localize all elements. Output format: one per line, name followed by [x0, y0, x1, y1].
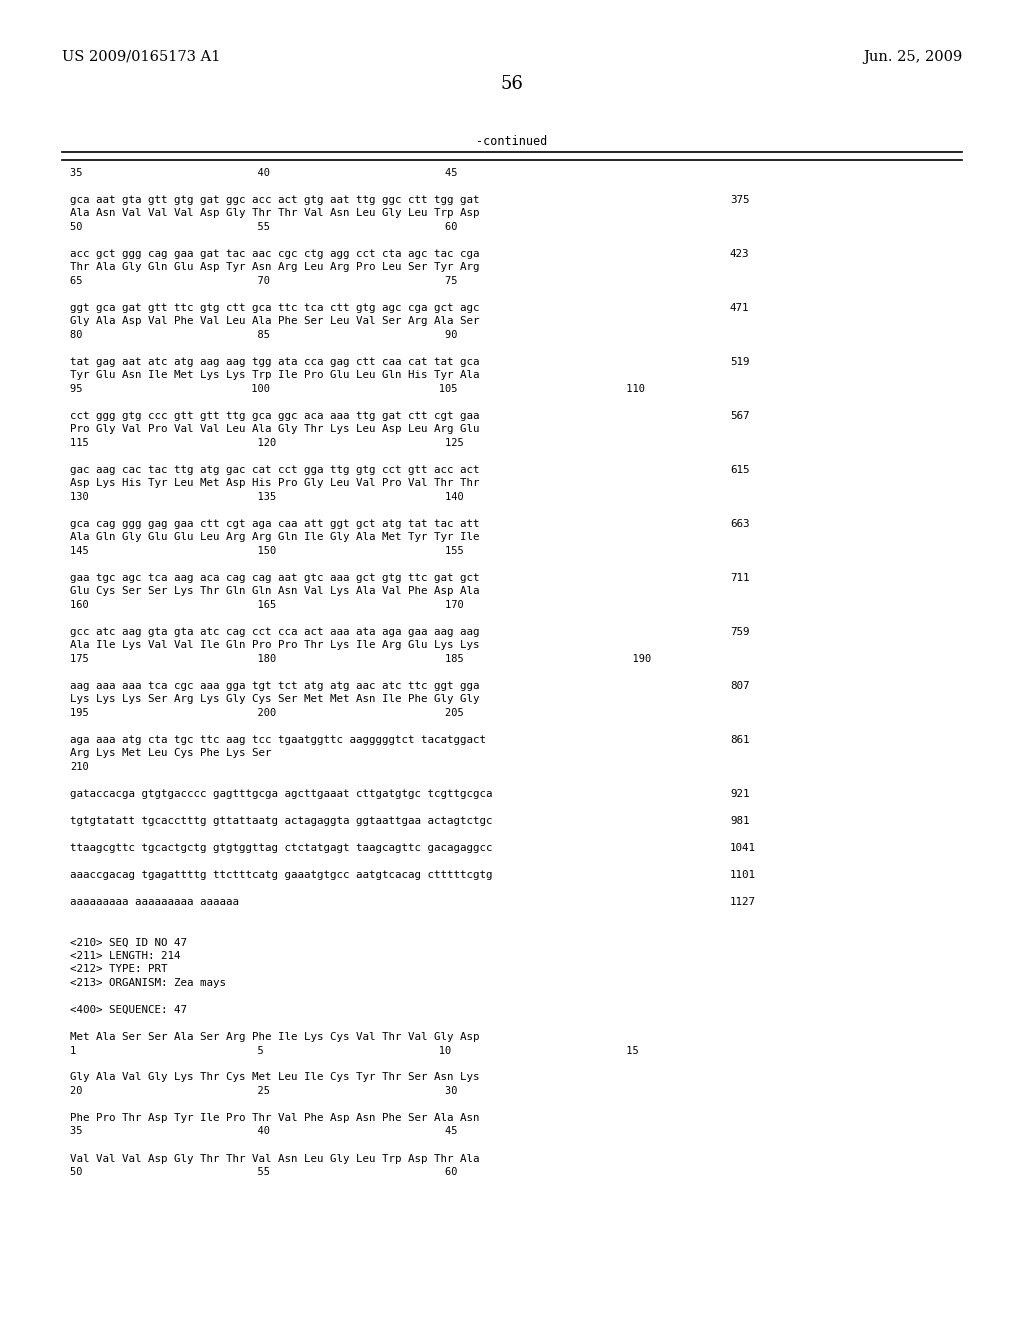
Text: 861: 861 — [730, 735, 750, 744]
Text: aga aaa atg cta tgc ttc aag tcc tgaatggttc aagggggtct tacatggact: aga aaa atg cta tgc ttc aag tcc tgaatggt… — [70, 735, 486, 744]
Text: aaaccgacag tgagattttg ttctttcatg gaaatgtgcc aatgtcacag ctttttcgtg: aaaccgacag tgagattttg ttctttcatg gaaatgt… — [70, 870, 493, 880]
Text: 50                            55                            60: 50 55 60 — [70, 222, 458, 232]
Text: 175                           180                           185                 : 175 180 185 — [70, 653, 651, 664]
Text: 35                            40                            45: 35 40 45 — [70, 168, 458, 178]
Text: 921: 921 — [730, 789, 750, 799]
Text: Met Ala Ser Ser Ala Ser Arg Phe Ile Lys Cys Val Thr Val Gly Asp: Met Ala Ser Ser Ala Ser Arg Phe Ile Lys … — [70, 1032, 479, 1041]
Text: Jun. 25, 2009: Jun. 25, 2009 — [863, 50, 962, 63]
Text: aag aaa aaa tca cgc aaa gga tgt tct atg atg aac atc ttc ggt gga: aag aaa aaa tca cgc aaa gga tgt tct atg … — [70, 681, 479, 690]
Text: 35                            40                            45: 35 40 45 — [70, 1126, 458, 1137]
Text: 145                           150                           155: 145 150 155 — [70, 546, 464, 556]
Text: Gly Ala Val Gly Lys Thr Cys Met Leu Ile Cys Tyr Thr Ser Asn Lys: Gly Ala Val Gly Lys Thr Cys Met Leu Ile … — [70, 1072, 479, 1082]
Text: 981: 981 — [730, 816, 750, 826]
Text: US 2009/0165173 A1: US 2009/0165173 A1 — [62, 50, 220, 63]
Text: Pro Gly Val Pro Val Val Leu Ala Gly Thr Lys Leu Asp Leu Arg Glu: Pro Gly Val Pro Val Val Leu Ala Gly Thr … — [70, 425, 479, 434]
Text: 423: 423 — [730, 249, 750, 259]
Text: Glu Cys Ser Ser Lys Thr Gln Gln Asn Val Lys Ala Val Phe Asp Ala: Glu Cys Ser Ser Lys Thr Gln Gln Asn Val … — [70, 586, 479, 597]
Text: Lys Lys Lys Ser Arg Lys Gly Cys Ser Met Met Asn Ile Phe Gly Gly: Lys Lys Lys Ser Arg Lys Gly Cys Ser Met … — [70, 694, 479, 705]
Text: 567: 567 — [730, 411, 750, 421]
Text: Arg Lys Met Leu Cys Phe Lys Ser: Arg Lys Met Leu Cys Phe Lys Ser — [70, 748, 271, 759]
Text: 519: 519 — [730, 356, 750, 367]
Text: ggt gca gat gtt ttc gtg ctt gca ttc tca ctt gtg agc cga gct agc: ggt gca gat gtt ttc gtg ctt gca ttc tca … — [70, 304, 479, 313]
Text: gca cag ggg gag gaa ctt cgt aga caa att ggt gct atg tat tac att: gca cag ggg gag gaa ctt cgt aga caa att … — [70, 519, 479, 529]
Text: Ala Asn Val Val Val Asp Gly Thr Thr Val Asn Leu Gly Leu Trp Asp: Ala Asn Val Val Val Asp Gly Thr Thr Val … — [70, 209, 479, 219]
Text: Phe Pro Thr Asp Tyr Ile Pro Thr Val Phe Asp Asn Phe Ser Ala Asn: Phe Pro Thr Asp Tyr Ile Pro Thr Val Phe … — [70, 1113, 479, 1123]
Text: ttaagcgttc tgcactgctg gtgtggttag ctctatgagt taagcagttc gacagaggcc: ttaagcgttc tgcactgctg gtgtggttag ctctatg… — [70, 843, 493, 853]
Text: 1                             5                            10                   : 1 5 10 — [70, 1045, 639, 1056]
Text: 115                           120                           125: 115 120 125 — [70, 438, 464, 447]
Text: Ala Ile Lys Val Val Ile Gln Pro Pro Thr Lys Ile Arg Glu Lys Lys: Ala Ile Lys Val Val Ile Gln Pro Pro Thr … — [70, 640, 479, 651]
Text: 195                           200                           205: 195 200 205 — [70, 708, 464, 718]
Text: gaa tgc agc tca aag aca cag cag aat gtc aaa gct gtg ttc gat gct: gaa tgc agc tca aag aca cag cag aat gtc … — [70, 573, 479, 583]
Text: <212> TYPE: PRT: <212> TYPE: PRT — [70, 965, 168, 974]
Text: aaaaaaaaa aaaaaaaaa aaaaaa: aaaaaaaaa aaaaaaaaa aaaaaa — [70, 898, 239, 907]
Text: <213> ORGANISM: Zea mays: <213> ORGANISM: Zea mays — [70, 978, 226, 987]
Text: <211> LENGTH: 214: <211> LENGTH: 214 — [70, 950, 180, 961]
Text: Asp Lys His Tyr Leu Met Asp His Pro Gly Leu Val Pro Val Thr Thr: Asp Lys His Tyr Leu Met Asp His Pro Gly … — [70, 479, 479, 488]
Text: -continued: -continued — [476, 135, 548, 148]
Text: 50                            55                            60: 50 55 60 — [70, 1167, 458, 1177]
Text: gcc atc aag gta gta atc cag cct cca act aaa ata aga gaa aag aag: gcc atc aag gta gta atc cag cct cca act … — [70, 627, 479, 638]
Text: Tyr Glu Asn Ile Met Lys Lys Trp Ile Pro Glu Leu Gln His Tyr Ala: Tyr Glu Asn Ile Met Lys Lys Trp Ile Pro … — [70, 371, 479, 380]
Text: 210: 210 — [70, 762, 89, 772]
Text: acc gct ggg cag gaa gat tac aac cgc ctg agg cct cta agc tac cga: acc gct ggg cag gaa gat tac aac cgc ctg … — [70, 249, 479, 259]
Text: 1101: 1101 — [730, 870, 756, 880]
Text: <400> SEQUENCE: 47: <400> SEQUENCE: 47 — [70, 1005, 187, 1015]
Text: 663: 663 — [730, 519, 750, 529]
Text: 711: 711 — [730, 573, 750, 583]
Text: tgtgtatatt tgcacctttg gttattaatg actagaggta ggtaattgaa actagtctgc: tgtgtatatt tgcacctttg gttattaatg actagag… — [70, 816, 493, 826]
Text: 65                            70                            75: 65 70 75 — [70, 276, 458, 286]
Text: gataccacga gtgtgacccc gagtttgcga agcttgaaat cttgatgtgc tcgttgcgca: gataccacga gtgtgacccc gagtttgcga agcttga… — [70, 789, 493, 799]
Text: Ala Gln Gly Glu Glu Leu Arg Arg Gln Ile Gly Ala Met Tyr Tyr Ile: Ala Gln Gly Glu Glu Leu Arg Arg Gln Ile … — [70, 532, 479, 543]
Text: 56: 56 — [501, 75, 523, 92]
Text: gca aat gta gtt gtg gat ggc acc act gtg aat ttg ggc ctt tgg gat: gca aat gta gtt gtg gat ggc acc act gtg … — [70, 195, 479, 205]
Text: 375: 375 — [730, 195, 750, 205]
Text: 160                           165                           170: 160 165 170 — [70, 601, 464, 610]
Text: tat gag aat atc atg aag aag tgg ata cca gag ctt caa cat tat gca: tat gag aat atc atg aag aag tgg ata cca … — [70, 356, 479, 367]
Text: 1127: 1127 — [730, 898, 756, 907]
Text: 615: 615 — [730, 465, 750, 475]
Text: 80                            85                            90: 80 85 90 — [70, 330, 458, 341]
Text: 95                           100                           105                  : 95 100 105 — [70, 384, 645, 393]
Text: 1041: 1041 — [730, 843, 756, 853]
Text: 130                           135                           140: 130 135 140 — [70, 492, 464, 502]
Text: 20                            25                            30: 20 25 30 — [70, 1086, 458, 1096]
Text: <210> SEQ ID NO 47: <210> SEQ ID NO 47 — [70, 937, 187, 948]
Text: Gly Ala Asp Val Phe Val Leu Ala Phe Ser Leu Val Ser Arg Ala Ser: Gly Ala Asp Val Phe Val Leu Ala Phe Ser … — [70, 317, 479, 326]
Text: 471: 471 — [730, 304, 750, 313]
Text: cct ggg gtg ccc gtt gtt ttg gca ggc aca aaa ttg gat ctt cgt gaa: cct ggg gtg ccc gtt gtt ttg gca ggc aca … — [70, 411, 479, 421]
Text: Val Val Val Asp Gly Thr Thr Val Asn Leu Gly Leu Trp Asp Thr Ala: Val Val Val Asp Gly Thr Thr Val Asn Leu … — [70, 1154, 479, 1163]
Text: 807: 807 — [730, 681, 750, 690]
Text: gac aag cac tac ttg atg gac cat cct gga ttg gtg cct gtt acc act: gac aag cac tac ttg atg gac cat cct gga … — [70, 465, 479, 475]
Text: 759: 759 — [730, 627, 750, 638]
Text: Thr Ala Gly Gln Glu Asp Tyr Asn Arg Leu Arg Pro Leu Ser Tyr Arg: Thr Ala Gly Gln Glu Asp Tyr Asn Arg Leu … — [70, 263, 479, 272]
